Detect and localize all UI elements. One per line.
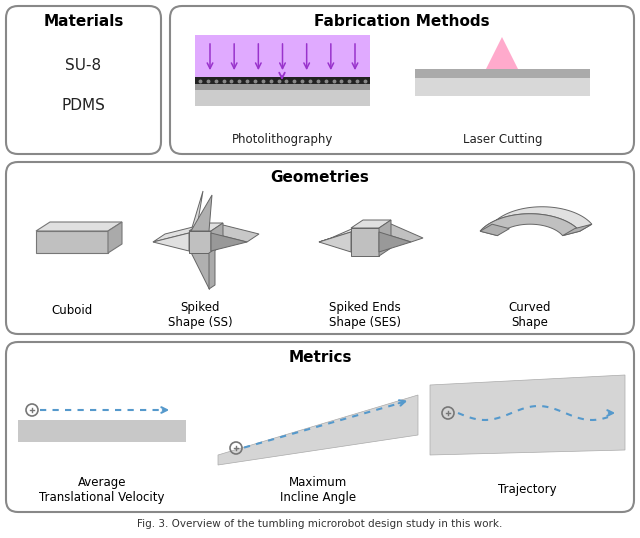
Polygon shape [153,225,201,242]
Text: Laser Cutting: Laser Cutting [463,133,542,146]
Text: Geometries: Geometries [271,171,369,186]
Polygon shape [211,225,259,242]
Polygon shape [191,191,215,231]
Text: Fig. 3. Overview of the tumbling microrobot design study in this work.: Fig. 3. Overview of the tumbling microro… [138,519,502,529]
Text: Spiked Ends
Shape (SES): Spiked Ends Shape (SES) [329,301,401,329]
Text: Curved
Shape: Curved Shape [509,301,551,329]
Bar [195,90,370,106]
Text: Average
Translational Velocity: Average Translational Velocity [39,476,164,504]
Polygon shape [211,233,247,251]
Bar [18,420,186,442]
Text: Materials: Materials [44,15,124,30]
Polygon shape [351,228,379,256]
Text: Photolithography: Photolithography [232,133,333,146]
Text: Cuboid: Cuboid [51,303,93,316]
Polygon shape [36,222,122,231]
Bar [415,69,590,78]
Polygon shape [319,232,351,252]
Bar [195,77,370,84]
Polygon shape [108,222,122,253]
Polygon shape [36,231,108,253]
FancyBboxPatch shape [6,6,161,154]
Polygon shape [563,224,592,236]
Polygon shape [218,395,418,465]
Polygon shape [379,232,411,252]
Text: Fabrication Methods: Fabrication Methods [314,15,490,30]
Polygon shape [480,224,509,236]
Polygon shape [480,214,580,236]
Text: Metrics: Metrics [288,350,352,365]
FancyBboxPatch shape [6,162,634,334]
Bar [195,84,370,90]
Polygon shape [430,375,625,455]
Polygon shape [379,220,391,256]
Text: PDMS: PDMS [61,97,106,112]
Polygon shape [379,224,423,242]
Polygon shape [153,233,189,251]
Bar [195,35,370,77]
Polygon shape [211,223,223,253]
Text: SU-8: SU-8 [65,58,102,73]
Text: Trajectory: Trajectory [498,484,556,497]
Polygon shape [351,220,391,228]
Polygon shape [191,253,209,289]
Polygon shape [319,224,363,242]
FancyBboxPatch shape [170,6,634,154]
Polygon shape [480,207,592,231]
Polygon shape [191,195,212,231]
Text: Maximum
Incline Angle: Maximum Incline Angle [280,476,356,504]
Text: Spiked
Shape (SS): Spiked Shape (SS) [168,301,232,329]
Polygon shape [189,231,211,253]
Polygon shape [209,249,215,289]
Polygon shape [486,37,518,69]
Bar [415,78,590,96]
FancyBboxPatch shape [6,342,634,512]
Polygon shape [189,223,223,231]
Polygon shape [498,69,506,75]
